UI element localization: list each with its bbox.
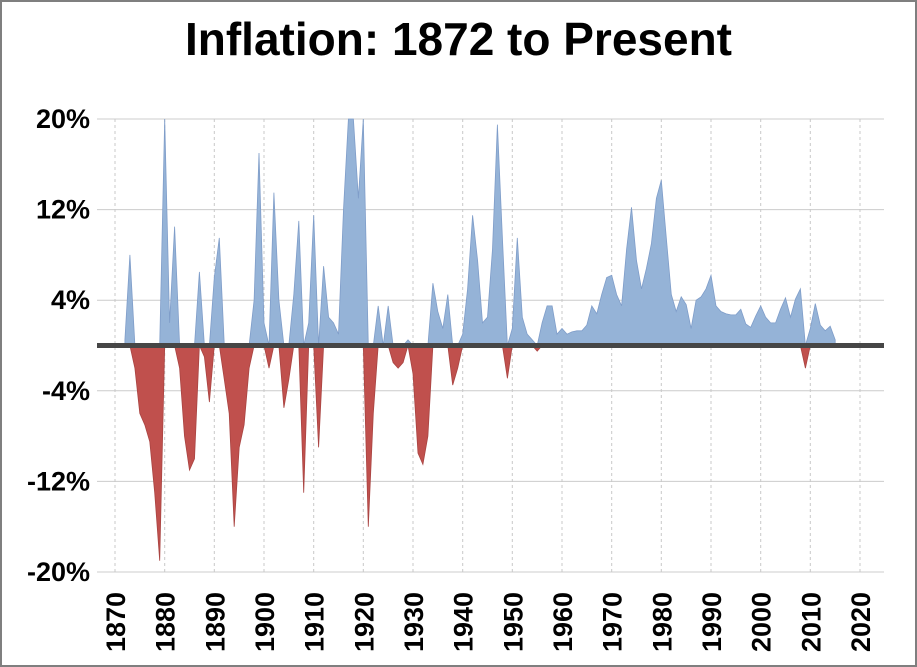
y-axis-tick-label: -12% <box>27 466 90 496</box>
y-axis-tick-label: -20% <box>27 557 90 587</box>
y-axis-tick-label: 12% <box>36 195 90 225</box>
x-axis-tick-label: 2000 <box>747 592 777 652</box>
x-axis-tick-label: 1870 <box>101 592 131 652</box>
x-axis-tick-label: 2020 <box>846 592 876 652</box>
x-axis-tick-label: 1990 <box>697 592 727 652</box>
x-axis-tick-label: 1900 <box>250 592 280 652</box>
x-axis-tick-label: 1960 <box>548 592 578 652</box>
x-axis-tick-label: 1950 <box>498 592 528 652</box>
x-axis-tick-label: 2010 <box>796 592 826 652</box>
x-axis-tick-label: 1920 <box>349 592 379 652</box>
x-axis-tick-label: 1880 <box>151 592 181 652</box>
y-axis-tick-label: 4% <box>51 285 90 315</box>
y-axis-tick-label: -4% <box>42 376 90 406</box>
negative-inflation-area <box>124 345 836 561</box>
x-axis-tick-label: 1890 <box>200 592 230 652</box>
x-axis-tick-label: 1910 <box>300 592 330 652</box>
x-axis-tick-label: 1980 <box>647 592 677 652</box>
x-axis-tick-label: 1940 <box>449 592 479 652</box>
x-axis-tick-label: 1930 <box>399 592 429 652</box>
x-axis-tick-label: 1970 <box>598 592 628 652</box>
y-axis-tick-label: 20% <box>36 104 90 134</box>
zero-baseline <box>97 343 884 348</box>
positive-inflation-area <box>124 118 836 347</box>
chart-title: Inflation: 1872 to Present <box>184 13 732 65</box>
